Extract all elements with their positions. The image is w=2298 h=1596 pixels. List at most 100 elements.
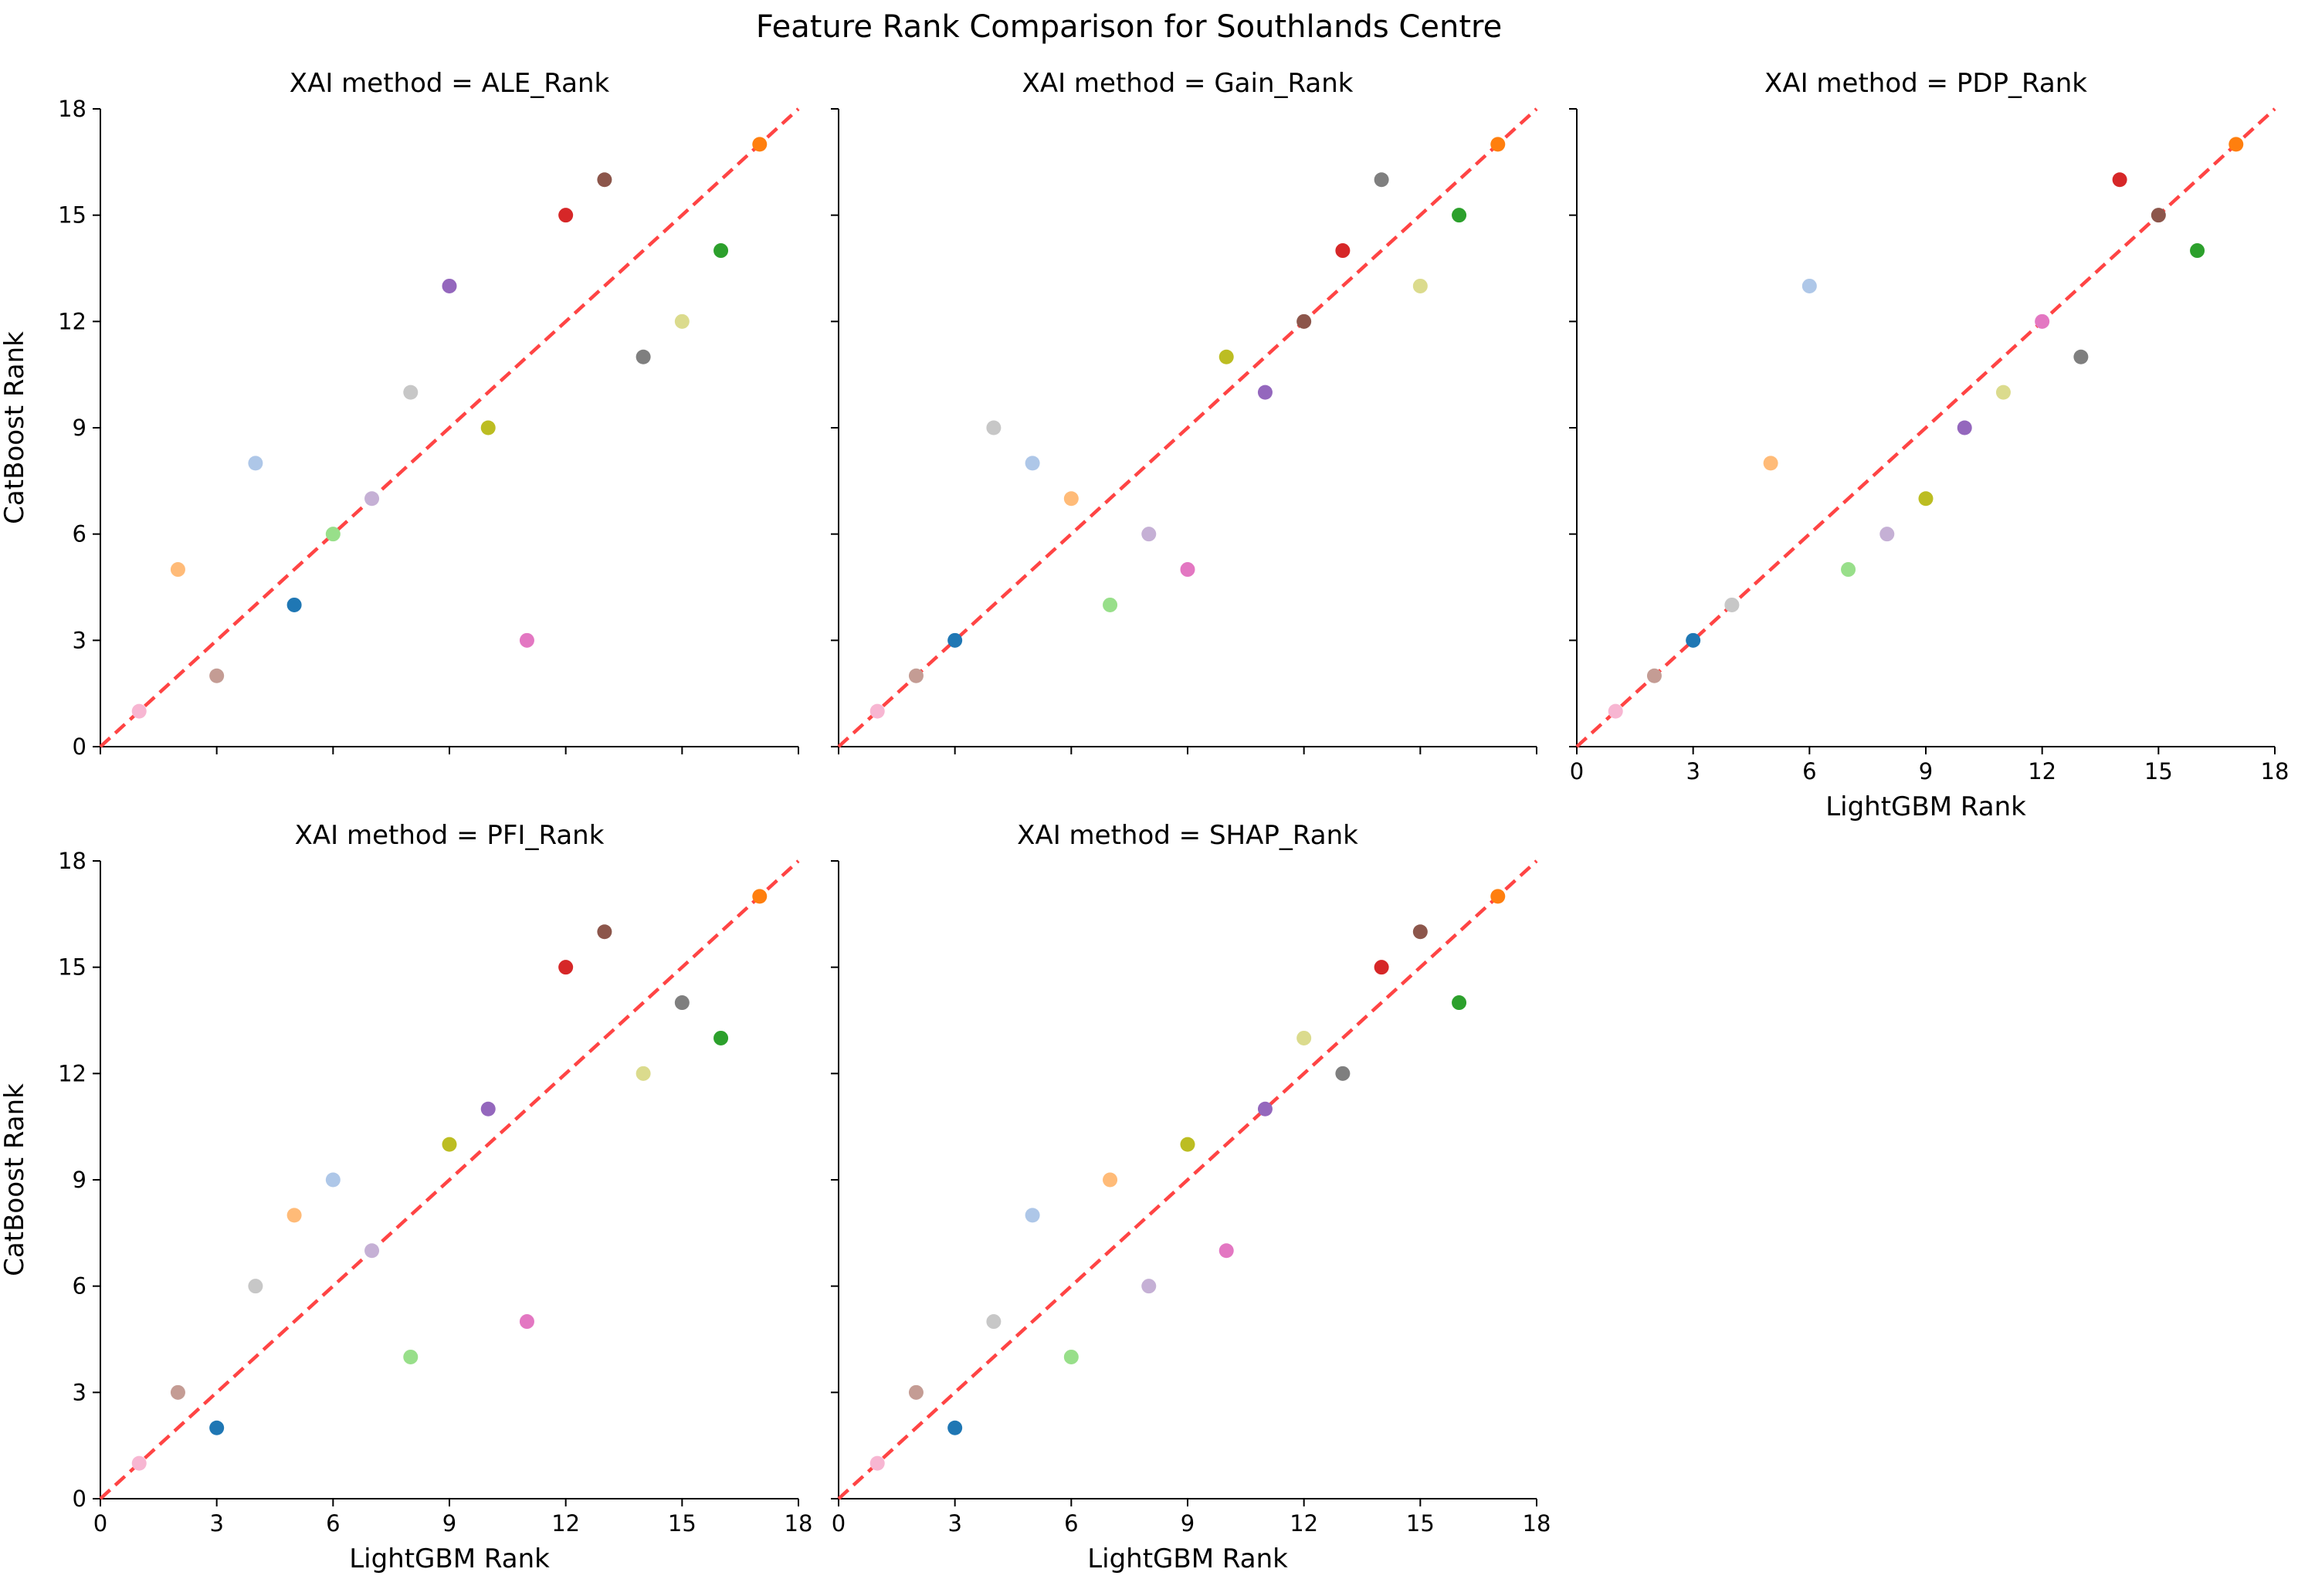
y-tick-label: 3: [73, 627, 86, 653]
data-point: [2112, 172, 2127, 188]
panel-4: XAI method = PFI_Rank 00 3 3 6 6 9 9 12 12 15 15 18 1…: [0, 820, 812, 1574]
data-point: [1063, 491, 1079, 507]
data-point: [2151, 208, 2166, 223]
y-tick-label: 3: [73, 1379, 86, 1405]
data-point: [1724, 597, 1740, 612]
panel-5: XAI method = SHAP_Rank 0 3 6 9 12 15 18 LightGBM…: [831, 820, 1551, 1574]
data-point: [248, 456, 263, 471]
data-point: [1763, 456, 1778, 471]
data-point: [286, 1208, 302, 1223]
data-point: [1141, 527, 1157, 542]
data-point: [1296, 1030, 1312, 1045]
x-tick-label: 0: [832, 1510, 846, 1537]
data-point: [636, 1066, 651, 1081]
data-point: [1180, 562, 1195, 578]
x-axis-label: LightGBM Rank: [1825, 791, 2026, 822]
data-point: [2190, 243, 2205, 259]
data-point: [442, 1137, 457, 1152]
y-tick-label: 6: [73, 521, 86, 547]
data-point: [248, 1279, 263, 1294]
data-point: [752, 137, 768, 152]
y-tick-label: 6: [73, 1273, 86, 1300]
data-point: [869, 1455, 885, 1471]
data-point: [1918, 491, 1934, 507]
data-point: [558, 208, 574, 223]
x-tick-label: 9: [1919, 758, 1933, 784]
panel-3: XAI method = PDP_Rank 0 3 6 9 12 15 18 LightGBM …: [1569, 68, 2289, 822]
x-tick-label: 6: [1802, 758, 1816, 784]
data-point: [325, 1172, 341, 1188]
panel-1: XAI method = ALE_Rank 0 3 6 9 12 15 18 CatBoost …: [0, 68, 800, 760]
x-tick-label: 15: [668, 1510, 697, 1537]
data-point: [1180, 1137, 1195, 1152]
data-point: [1335, 1066, 1351, 1081]
x-tick-label: 6: [1064, 1510, 1078, 1537]
x-tick-label: 15: [1406, 1510, 1435, 1537]
x-tick-label: 18: [1523, 1510, 1551, 1537]
y-tick-label: 15: [58, 202, 86, 229]
data-point: [519, 1314, 534, 1330]
y-tick-label: 12: [58, 1060, 86, 1086]
data-point: [209, 1420, 225, 1435]
reference-line: [1575, 107, 2276, 748]
data-point: [170, 1384, 185, 1400]
data-point: [1257, 385, 1273, 400]
x-tick-label: 18: [785, 1510, 813, 1537]
data-point: [1025, 456, 1040, 471]
data-point: [2229, 137, 2244, 152]
data-point: [674, 313, 690, 329]
data-point: [1103, 1172, 1118, 1188]
x-tick-label: 18: [2261, 758, 2290, 784]
data-point: [480, 420, 496, 435]
data-point: [1025, 1208, 1040, 1223]
x-tick-label: 3: [1686, 758, 1700, 784]
data-point: [1841, 562, 1856, 578]
x-tick-label: 6: [326, 1510, 340, 1537]
data-point: [713, 243, 729, 259]
y-axis-label: CatBoost Rank: [0, 1083, 30, 1276]
reference-line: [837, 107, 1538, 748]
x-axis-label: LightGBM Rank: [349, 1543, 550, 1574]
data-point: [1879, 527, 1895, 542]
data-point: [1374, 960, 1389, 975]
data-point: [986, 420, 1002, 435]
data-point: [597, 924, 612, 940]
data-point: [403, 1349, 419, 1364]
data-point: [209, 668, 225, 683]
y-tick-label: 0: [73, 1486, 86, 1512]
chart-title: Feature Rank Comparison for Southlands C…: [756, 9, 1502, 45]
data-point: [131, 703, 147, 719]
data-point: [480, 1101, 496, 1117]
data-point: [403, 385, 419, 400]
panel-subtitle: XAI method = PFI_Rank: [295, 820, 605, 851]
data-point: [1218, 349, 1234, 364]
x-tick-label: 3: [209, 1510, 223, 1537]
y-tick-label: 0: [73, 734, 86, 760]
panel-subtitle: XAI method = ALE_Rank: [290, 68, 610, 99]
y-axis-label: CatBoost Rank: [0, 331, 30, 524]
data-point: [325, 527, 341, 542]
y-tick-label: 15: [58, 954, 86, 981]
data-point: [286, 597, 302, 612]
x-axis-label: LightGBM Rank: [1087, 1543, 1288, 1574]
data-point: [170, 562, 185, 578]
reference-line: [99, 107, 800, 748]
data-point: [947, 1420, 963, 1435]
data-point: [2035, 313, 2050, 329]
y-tick-label: 9: [73, 1167, 86, 1193]
data-point: [1452, 995, 1467, 1011]
data-point: [364, 491, 380, 507]
data-point: [869, 703, 885, 719]
data-point: [1412, 278, 1428, 293]
data-point: [947, 632, 963, 648]
data-point: [1490, 889, 1506, 904]
data-point: [1257, 1101, 1273, 1117]
panels: XAI method = ALE_Rank 0 3 6 9 12 15 18 CatBoost …: [0, 68, 2289, 1574]
x-tick-label: 9: [442, 1510, 456, 1537]
data-point: [519, 632, 534, 648]
x-tick-label: 12: [1290, 1510, 1318, 1537]
data-point: [1218, 1243, 1234, 1259]
reference-line: [99, 859, 800, 1500]
data-point: [1608, 703, 1623, 719]
